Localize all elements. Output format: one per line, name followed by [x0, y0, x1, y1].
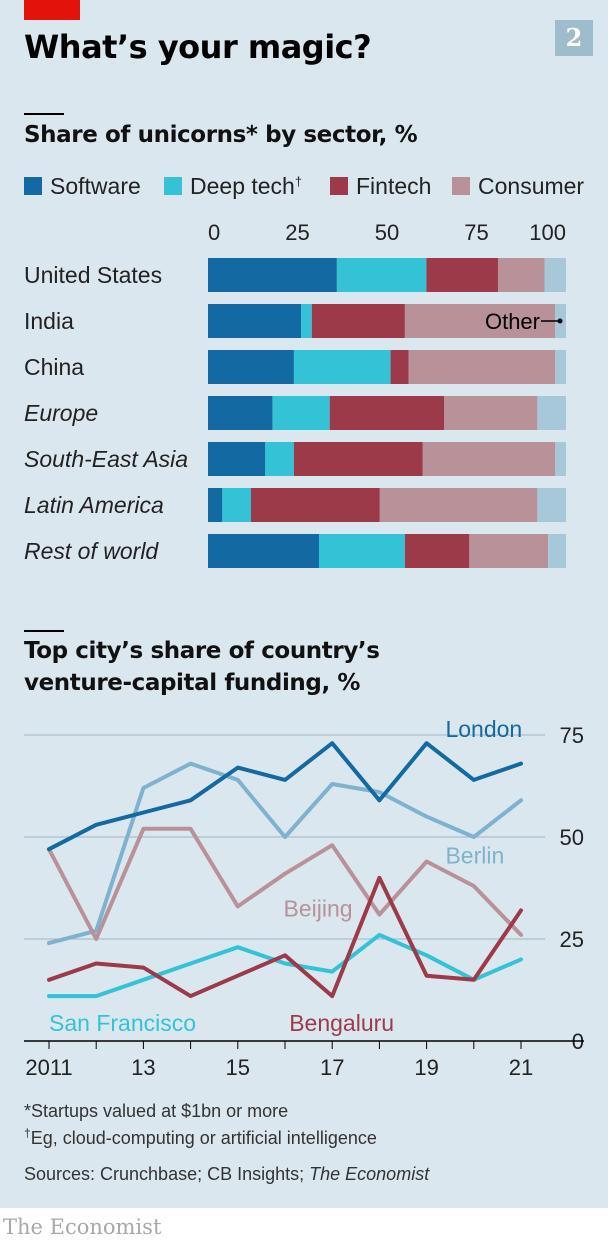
bar-chart-title: Share of unicorns* by sector, % — [24, 122, 418, 148]
y-tick-label-50: 50 — [560, 825, 584, 850]
category-label-china: China — [24, 354, 84, 380]
bar-other-europe — [537, 396, 566, 430]
bar-deep-tech-india — [301, 304, 312, 338]
series-label-bengaluru: Bengaluru — [289, 1010, 394, 1036]
bar-fintech-latin-america — [250, 488, 380, 522]
bar-deep-tech-europe — [272, 396, 330, 430]
page-title: What’s your magic? — [24, 28, 372, 66]
bar-fintech-europe — [329, 396, 445, 430]
x-tick-label-15: 15 — [226, 1055, 250, 1080]
category-label-rest-of-world: Rest of world — [24, 538, 159, 564]
chart-panel: What’s your magic? 2 Share of unicorns* … — [0, 0, 608, 1208]
legend-swatch-deep-tech — [164, 177, 182, 195]
bar-other-united-states — [544, 258, 566, 292]
x-tick-label-50: 50 — [375, 220, 399, 245]
bar-other-south-east-asia — [555, 442, 566, 476]
bar-other-rest-of-world — [548, 534, 566, 568]
legend-label-deep-tech: Deep tech† — [190, 173, 303, 199]
legend-swatch-fintech — [330, 177, 348, 195]
series-line-london — [47, 741, 523, 852]
bar-chart-legend: Software Deep tech† Fintech Consumer — [24, 172, 599, 200]
y-tick-label-75: 75 — [560, 723, 584, 748]
line-chart-title: Top city’s share of country’s venture-cap… — [24, 638, 380, 696]
bar-consumer-india — [404, 304, 556, 338]
footnote-deep-tech: †Eg, cloud-computing or artificial intel… — [24, 1126, 377, 1148]
bar-consumer-europe — [444, 396, 538, 430]
chart-number-badge: 2 — [555, 20, 593, 56]
category-label-europe: Europe — [24, 400, 98, 426]
x-tick-label-21: 21 — [509, 1055, 533, 1080]
bar-software-latin-america — [208, 488, 223, 522]
legend-label-consumer: Consumer — [478, 173, 585, 199]
legend-label-fintech: Fintech — [356, 173, 432, 199]
bar-consumer-rest-of-world — [469, 534, 549, 568]
sources-note: Sources: Crunchbase; CB Insights; The Ec… — [24, 1164, 430, 1184]
x-tick-label-100: 100 — [529, 220, 566, 245]
bar-fintech-rest-of-world — [404, 534, 470, 568]
bar-software-rest-of-world — [208, 534, 319, 568]
bar-software-india — [208, 304, 302, 338]
bar-consumer-south-east-asia — [422, 442, 556, 476]
economist-logo: The Economist — [3, 1215, 162, 1239]
category-label-latin-america: Latin America — [24, 492, 164, 518]
series-label-san-francisco: San Francisco — [49, 1010, 196, 1036]
bar-deep-tech-rest-of-world — [318, 534, 405, 568]
bar-other-china — [555, 350, 566, 384]
bar-consumer-united-states — [497, 258, 545, 292]
bar-software-europe — [208, 396, 273, 430]
bar-deep-tech-latin-america — [222, 488, 251, 522]
stacked-bar-chart: 0 25 50 75 100 United States India China Europe S… — [24, 220, 566, 568]
bar-fintech-united-states — [426, 258, 498, 292]
section-rule-2 — [24, 630, 64, 632]
bar-consumer-china — [408, 350, 556, 384]
bar-software-united-states — [208, 258, 337, 292]
y-tick-label-25: 25 — [560, 927, 584, 952]
x-tick-label-13: 13 — [131, 1055, 155, 1080]
bar-other-latin-america — [537, 488, 566, 522]
category-label-india: India — [24, 308, 74, 334]
footnote-startups: *Startups valued at $1bn or more — [24, 1101, 289, 1121]
bar-software-south-east-asia — [208, 442, 266, 476]
x-tick-label-0: 0 — [208, 220, 220, 245]
bar-deep-tech-china — [293, 350, 391, 384]
x-tick-label-17: 17 — [320, 1055, 344, 1080]
x-tick-label-19: 19 — [414, 1055, 438, 1080]
x-tick-label-75: 75 — [464, 220, 488, 245]
series-line-berlin — [47, 761, 523, 946]
series-label-beijing: Beijing — [284, 896, 353, 922]
x-tick-label-25: 25 — [285, 220, 309, 245]
economist-red-tab — [24, 0, 80, 20]
bar-fintech-south-east-asia — [293, 442, 423, 476]
series-label-berlin: Berlin — [445, 843, 504, 869]
bar-consumer-latin-america — [379, 488, 538, 522]
category-label-united-states: United States — [24, 262, 162, 288]
legend-swatch-consumer — [452, 177, 470, 195]
bar-deep-tech-south-east-asia — [265, 442, 294, 476]
series-line-bengaluru — [47, 875, 523, 999]
annotation-other-dot — [557, 318, 563, 324]
annotation-other-label: Other — [485, 309, 540, 334]
series-line-beijing — [47, 826, 523, 941]
category-label-south-east-asia: South-East Asia — [24, 446, 188, 472]
bar-fintech-india — [311, 304, 405, 338]
x-tick-label-2011: 2011 — [25, 1055, 72, 1080]
bar-software-china — [208, 350, 294, 384]
bar-deep-tech-united-states — [336, 258, 427, 292]
section-rule-1 — [24, 113, 64, 115]
series-label-london: London — [445, 716, 522, 742]
bar-fintech-china — [390, 350, 409, 384]
legend-label-software: Software — [50, 173, 141, 199]
series-line-san-francisco — [47, 932, 523, 999]
legend-swatch-software — [24, 177, 42, 195]
